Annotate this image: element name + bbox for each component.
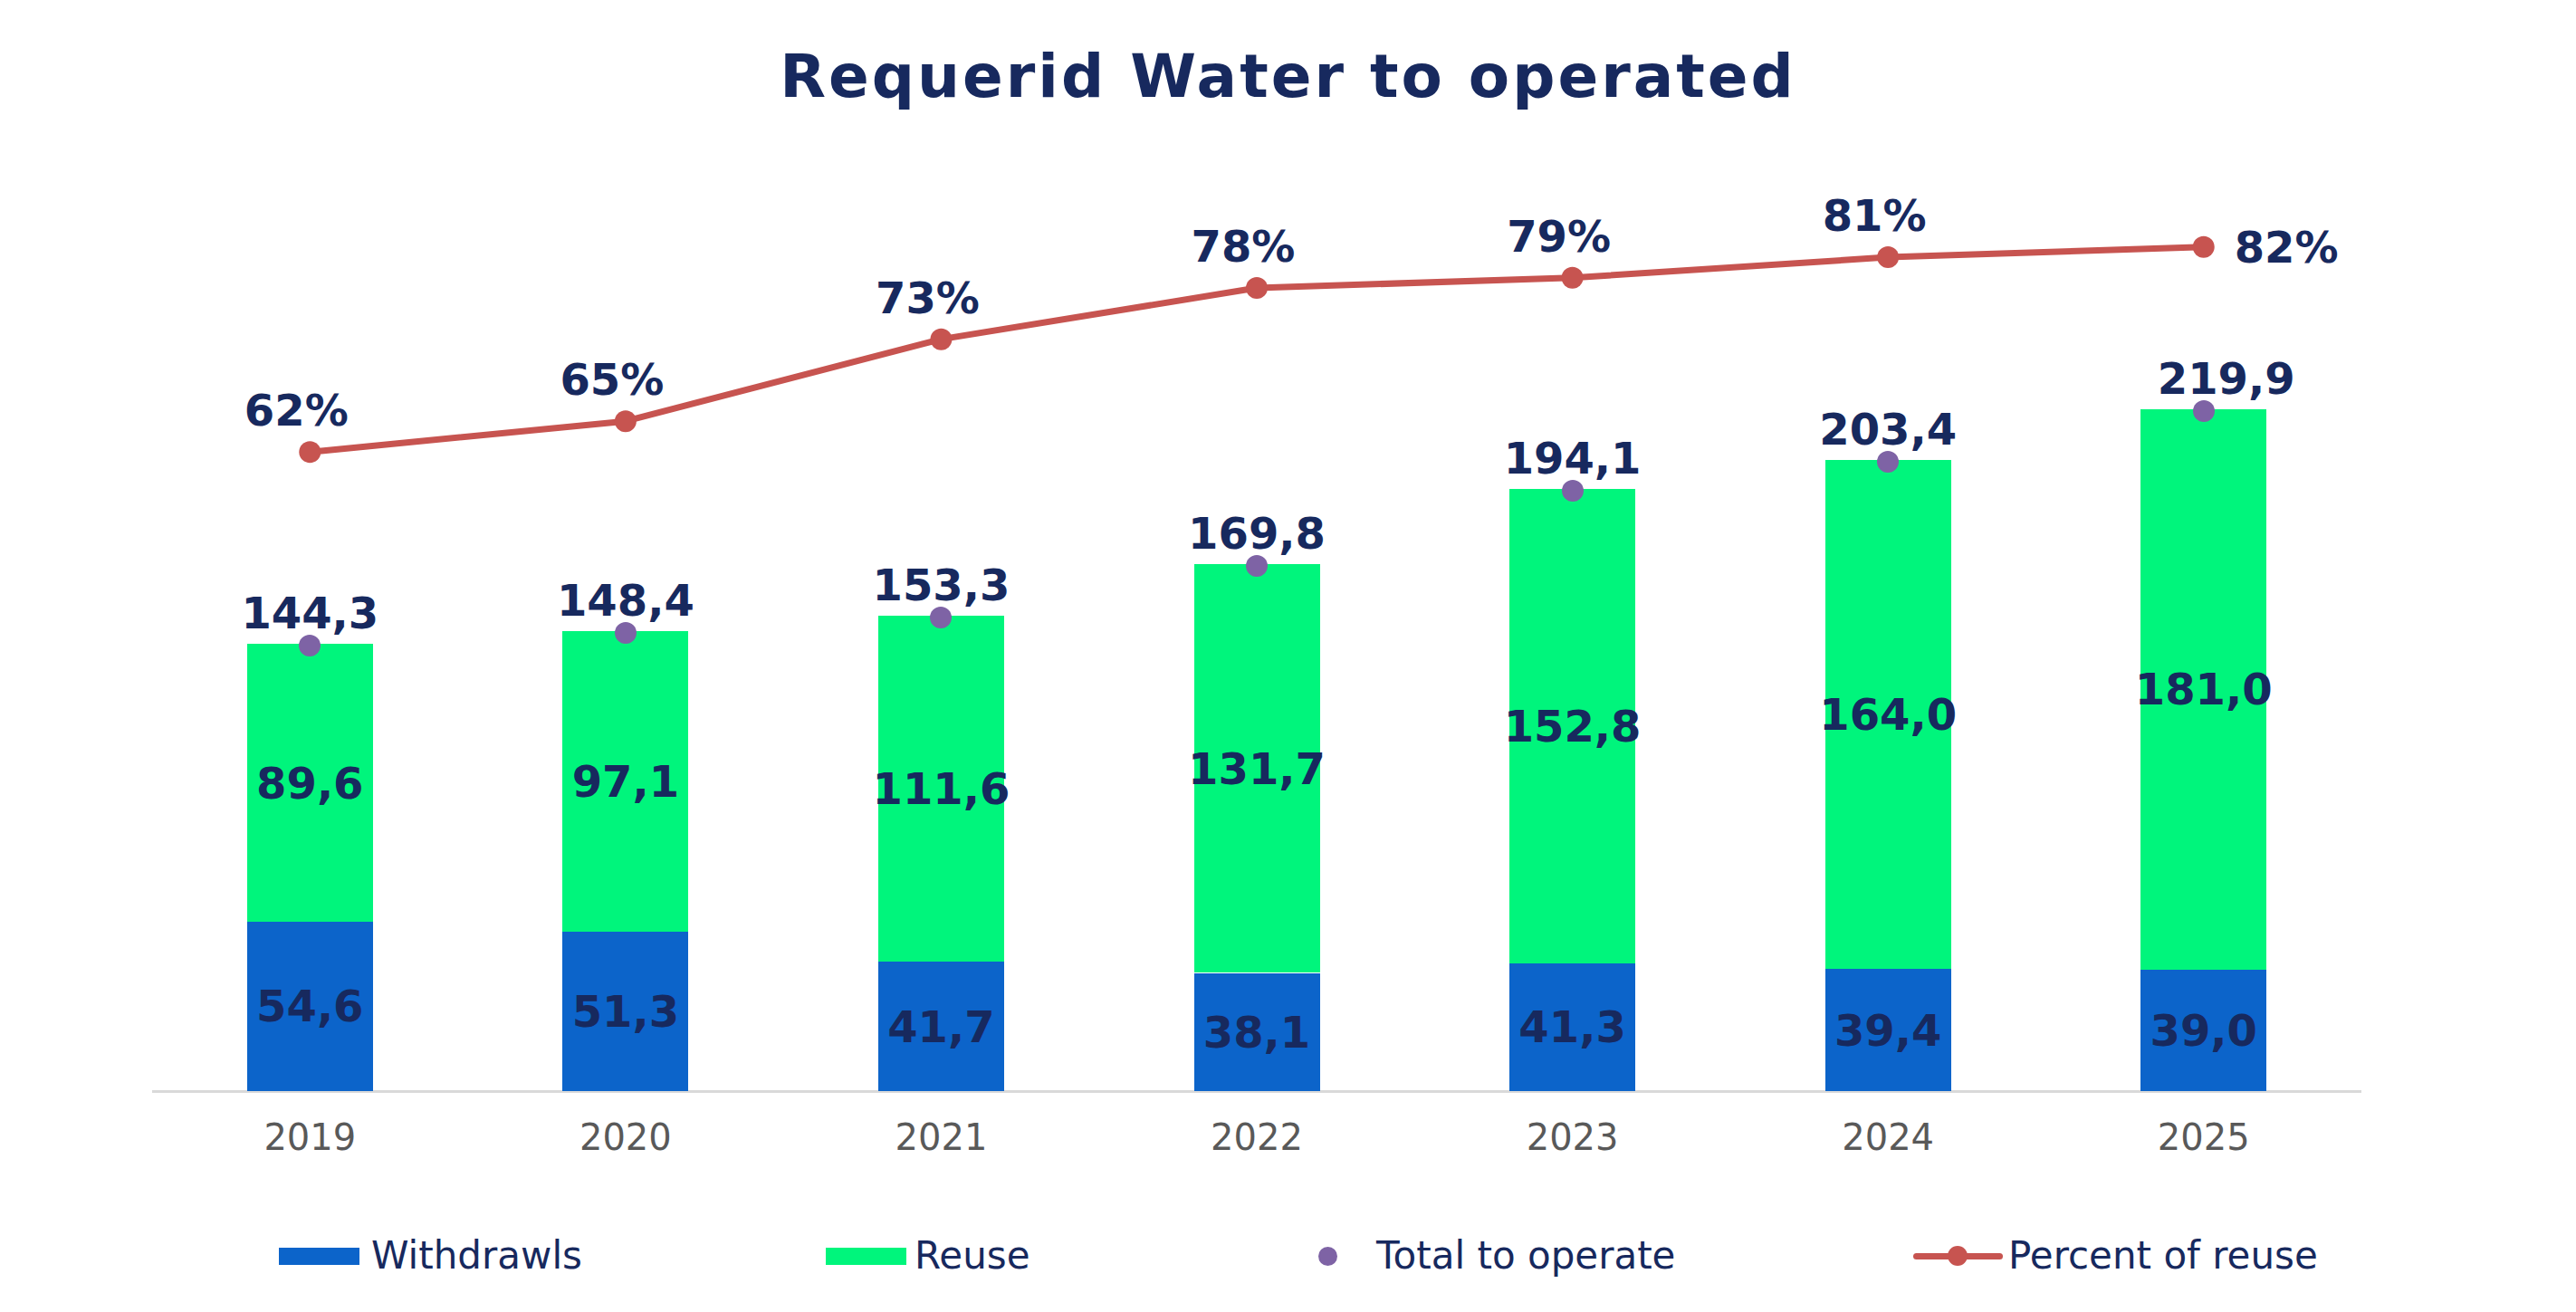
x-axis-label: 2023 <box>1527 1119 1619 1155</box>
x-axis-label: 2020 <box>579 1119 672 1155</box>
percent-line-point <box>2193 236 2215 258</box>
total-label: 148,4 <box>557 579 694 622</box>
reuse-label: 164,0 <box>1819 693 1957 736</box>
withdrawls-label: 38,1 <box>1203 1010 1310 1054</box>
total-label: 169,8 <box>1188 512 1326 555</box>
withdrawls-label: 51,3 <box>572 990 679 1033</box>
legend-swatch-total-dot <box>1318 1247 1337 1266</box>
percent-label: 78% <box>1192 225 1296 268</box>
x-axis-label: 2024 <box>1842 1119 1934 1155</box>
percent-label: 81% <box>1823 194 1927 237</box>
percent-line-point <box>615 410 637 432</box>
withdrawls-label: 41,3 <box>1518 1005 1625 1049</box>
legend-swatch-percent-dot <box>1948 1246 1968 1266</box>
x-axis-label: 2025 <box>2158 1119 2250 1155</box>
percent-line-point <box>1246 277 1268 299</box>
percent-label: 65% <box>560 358 664 401</box>
percent-label: 62% <box>244 388 349 432</box>
x-axis-label: 2019 <box>263 1119 356 1155</box>
withdrawls-label: 39,4 <box>1834 1009 1941 1052</box>
x-axis-label: 2022 <box>1211 1119 1303 1155</box>
percent-line-point <box>299 441 321 463</box>
reuse-label: 89,6 <box>256 761 363 805</box>
percent-label: 82% <box>2235 225 2339 269</box>
percent-label: 79% <box>1507 215 1611 258</box>
reuse-label: 181,0 <box>2135 667 2273 711</box>
legend-swatch-reuse <box>826 1248 906 1265</box>
percent-line-point <box>1562 267 1584 289</box>
total-label: 144,3 <box>241 591 378 635</box>
percent-line-point <box>1877 246 1899 268</box>
withdrawls-label: 41,7 <box>887 1005 994 1049</box>
chart-area: Requerid Water to operated 144,389,654,6… <box>0 0 2576 1312</box>
legend-label-percent: Percent of reuse <box>2008 1237 2318 1275</box>
legend-swatch-withdrawls <box>279 1248 359 1265</box>
x-axis-label: 2021 <box>895 1119 988 1155</box>
total-label: 219,9 <box>2158 357 2295 400</box>
legend-label-reuse: Reuse <box>915 1237 1029 1275</box>
reuse-label: 131,7 <box>1188 747 1326 790</box>
reuse-label: 97,1 <box>572 760 679 803</box>
reuse-label: 111,6 <box>873 767 1010 810</box>
total-label: 153,3 <box>873 563 1010 607</box>
legend-label-total: Total to operate <box>1376 1237 1675 1275</box>
percent-label: 73% <box>876 276 980 320</box>
withdrawls-label: 39,0 <box>2150 1009 2257 1052</box>
total-label: 203,4 <box>1819 407 1957 451</box>
reuse-label: 152,8 <box>1504 704 1642 748</box>
percent-line-point <box>930 329 952 350</box>
total-label: 194,1 <box>1504 436 1642 480</box>
withdrawls-label: 54,6 <box>256 984 363 1028</box>
legend-label-withdrawls: Withdrawls <box>371 1237 582 1275</box>
